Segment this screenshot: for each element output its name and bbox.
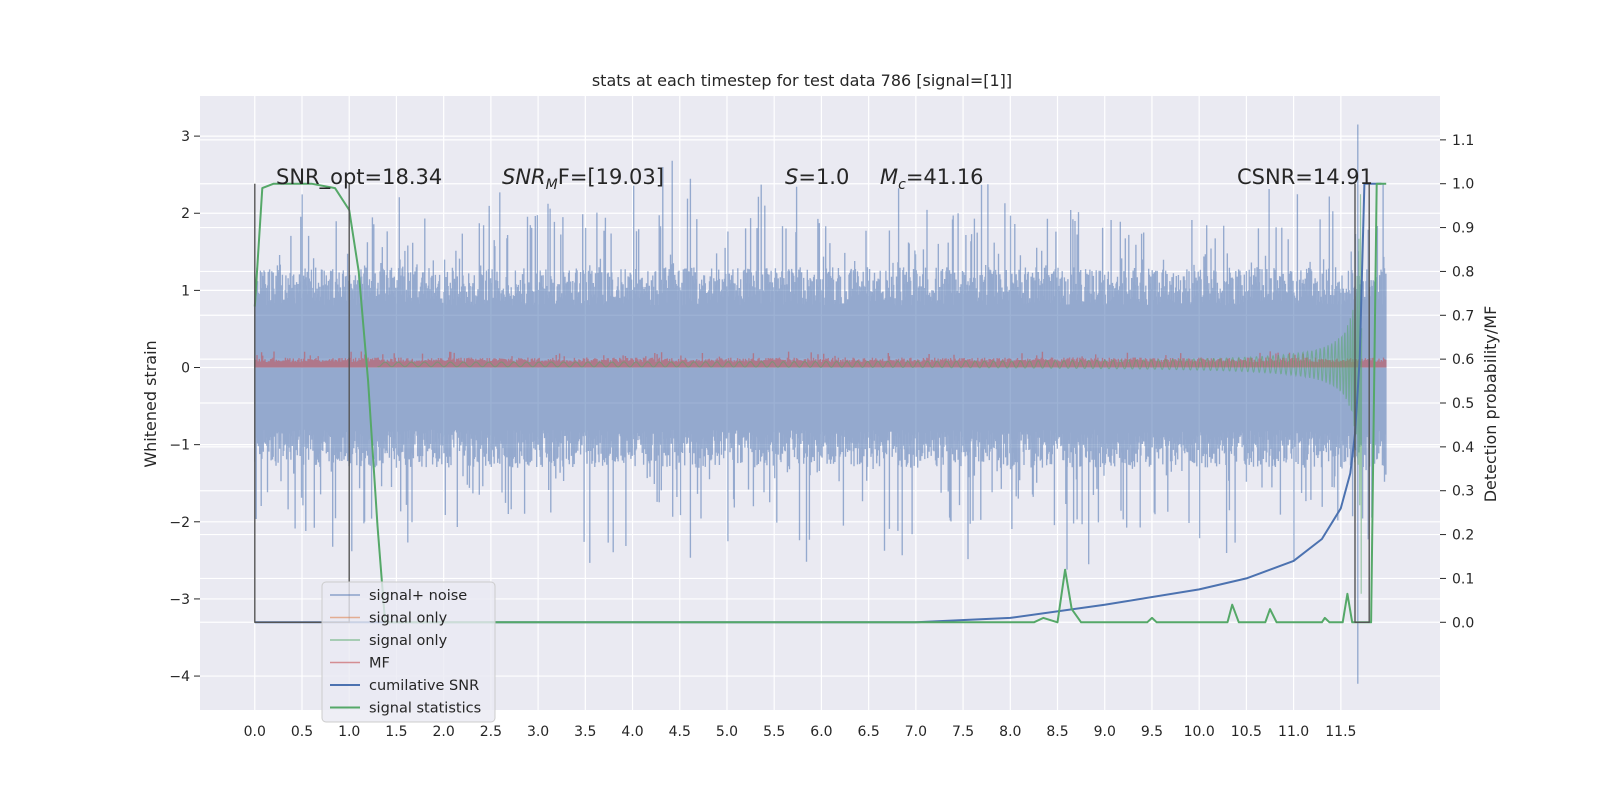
annotation-snr-opt: SNR_opt=18.34 <box>276 165 442 190</box>
x-tick-label: 4.0 <box>621 724 643 740</box>
x-tick-label: 11.5 <box>1325 724 1356 740</box>
legend-label: MF <box>369 656 390 672</box>
y2-tick-label: 0.0 <box>1452 615 1474 631</box>
annotation-mc: Mc=41.16 <box>880 165 984 193</box>
series-line-window-marker <box>1354 183 1370 623</box>
chart-title: stats at each timestep for test data 786… <box>592 71 1012 90</box>
series-line-cumilative-snr <box>254 182 1382 624</box>
x-tick-label: 1.0 <box>338 724 360 740</box>
y2-tick-label: 0.7 <box>1452 308 1474 324</box>
annotation-snr-mf: SNRMF=[19.03] <box>502 165 664 193</box>
x-tick-label: 0.5 <box>291 724 313 740</box>
y-tick-label: 0 <box>181 361 190 377</box>
x-tick-label: 8.5 <box>1046 724 1068 740</box>
mc-sub: c <box>898 177 906 193</box>
annotation-csnr: CSNR=14.91 <box>1237 165 1373 189</box>
x-tick-label: 5.5 <box>763 724 785 740</box>
x-tick-label: 1.5 <box>385 724 407 740</box>
x-tick-label: 3.0 <box>527 724 549 740</box>
x-tick-label: 7.0 <box>905 724 927 740</box>
mc-base: M <box>880 165 898 189</box>
y-tick-label: 3 <box>181 129 190 145</box>
x-tick-label: 4.5 <box>669 724 691 740</box>
x-tick-label: 11.0 <box>1278 724 1309 740</box>
snr-mf-tail: F=[19.03] <box>558 165 664 189</box>
x-tick-label: 2.5 <box>480 724 502 740</box>
s-symbol: S <box>785 165 798 189</box>
mc-value: =41.16 <box>906 165 984 189</box>
snr-mf-sub: M <box>546 177 558 193</box>
y2-tick-label: 0.1 <box>1452 571 1474 587</box>
y2-tick-label: 0.6 <box>1452 352 1474 368</box>
x-tick-label: 3.5 <box>574 724 596 740</box>
series-line-window-marker <box>254 183 350 623</box>
y-tick-label: −2 <box>169 515 190 531</box>
legend-label: signal only <box>369 611 448 627</box>
x-tick-label: 7.5 <box>952 724 974 740</box>
y2-tick-label: 0.2 <box>1452 528 1474 544</box>
series-signal-only <box>377 194 1363 594</box>
legend-box <box>321 581 496 723</box>
x-tick-label: 9.5 <box>1141 724 1163 740</box>
x-tick-label: 10.0 <box>1184 724 1215 740</box>
x-tick-label: 0.0 <box>244 724 266 740</box>
x-tick-label: 5.0 <box>716 724 738 740</box>
y-tick-label: 2 <box>181 206 190 222</box>
x-tick-label: 10.5 <box>1231 724 1262 740</box>
legend-label: cumilative SNR <box>369 678 479 694</box>
annotation-s: S=1.0 <box>785 165 849 189</box>
x-tick-label: 6.5 <box>858 724 880 740</box>
legend-label: signal+ noise <box>369 588 467 604</box>
y2-tick-label: 0.4 <box>1452 440 1474 456</box>
x-axis-ticks: 0.0 0.5 1.0 1.5 2.0 2.5 3.0 3.5 4.0 4.5 5.0 5.5 6.0 6… <box>244 724 1357 740</box>
x-tick-label: 6.0 <box>810 724 832 740</box>
y-tick-label: 1 <box>181 283 190 299</box>
y2-tick-label: 0.5 <box>1452 396 1474 412</box>
s-value: =1.0 <box>798 165 849 189</box>
x-tick-label: 9.0 <box>1094 724 1116 740</box>
legend-label: signal statistics <box>369 701 481 717</box>
legend: signal+ noise signal only signal only MF cum… <box>321 581 496 723</box>
series-line-signal-statistics <box>253 182 1387 624</box>
chirp-path <box>377 194 1363 594</box>
x-tick-label: 8.0 <box>999 724 1021 740</box>
y-axis-ticks: 3 2 1 0 −1 −2 −3 −4 <box>169 129 200 685</box>
legend-label: signal only <box>369 633 448 649</box>
y-tick-label: −1 <box>169 438 190 454</box>
y-tick-label: −4 <box>169 669 190 685</box>
y2-axis-ticks: 1.1 1.0 0.9 0.8 0.7 0.6 0.5 0.4 0.3 0.2 0.1 0.0 <box>1440 133 1474 631</box>
y-axis-label: Whitened strain <box>141 340 160 467</box>
x-tick-label: 2.0 <box>433 724 455 740</box>
y-tick-label: −3 <box>169 592 190 608</box>
y2-axis-label: Detection probability/MF <box>1481 306 1500 503</box>
y2-tick-label: 1.0 <box>1452 177 1474 193</box>
y2-tick-label: 0.9 <box>1452 221 1474 237</box>
series-lines <box>253 182 1387 624</box>
y2-tick-label: 1.1 <box>1452 133 1474 149</box>
snr-mf-base: SNR <box>502 165 546 189</box>
y2-tick-label: 0.8 <box>1452 264 1474 280</box>
y2-tick-label: 0.3 <box>1452 484 1474 500</box>
